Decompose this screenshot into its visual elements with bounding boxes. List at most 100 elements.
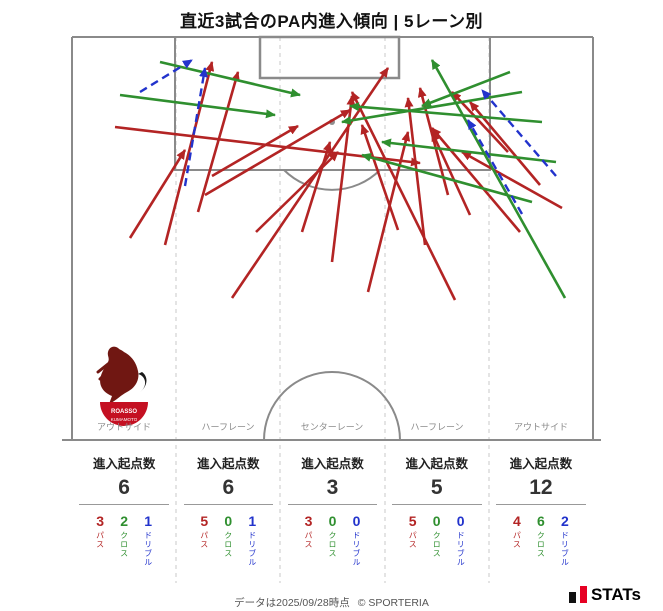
brand-bar-icon-red bbox=[579, 586, 587, 603]
entries-label: 進入起点数 bbox=[301, 457, 364, 471]
dribble-entry-arrow bbox=[139, 58, 193, 94]
divider-line bbox=[183, 504, 274, 506]
entries-count: 12 bbox=[529, 476, 553, 499]
dribble-entry-arrow bbox=[466, 119, 524, 215]
cross-entry-arrow bbox=[430, 59, 567, 299]
dribble-label: ドリブル bbox=[456, 531, 466, 568]
pass-count: 3 bbox=[304, 513, 313, 530]
dribble-label: ドリブル bbox=[352, 531, 361, 568]
cross-count: 0 bbox=[224, 513, 233, 530]
center-circle bbox=[263, 371, 401, 441]
page-title: 直近3試合のPA内進入傾向 | 5レーン別 bbox=[179, 12, 484, 31]
pass-entry-arrow bbox=[350, 91, 457, 301]
cross-count: 0 bbox=[328, 513, 337, 530]
lane-label-half-right: ハーフレーン bbox=[410, 422, 464, 432]
cross-label: クロス bbox=[223, 531, 233, 559]
crest-horse bbox=[100, 346, 139, 404]
pass-metric: 5 パス bbox=[405, 513, 420, 550]
cross-label: クロス bbox=[119, 531, 129, 559]
dribble-count: 0 bbox=[456, 513, 465, 530]
dribble-metric: 1 ドリブル bbox=[141, 513, 156, 568]
crest-club-name-top: ROASSO bbox=[111, 409, 137, 415]
entries-count: 5 bbox=[430, 476, 443, 499]
cross-entry-arrow bbox=[349, 102, 543, 124]
metrics-row: 5 パス 0 クロス 1 ドリブル bbox=[197, 513, 260, 568]
crest-horse-tail bbox=[138, 372, 147, 392]
cross-entry-arrow bbox=[381, 138, 557, 164]
cross-metric: 6 クロス bbox=[533, 513, 548, 559]
cross-entry-arrow bbox=[119, 93, 276, 119]
entries-count: 3 bbox=[326, 476, 339, 499]
pass-count: 5 bbox=[200, 513, 209, 530]
cross-entry-arrow bbox=[341, 90, 523, 125]
divider-line bbox=[79, 504, 169, 506]
metrics-row: 4 パス 6 クロス 2 ドリブル bbox=[509, 513, 572, 568]
cross-count: 0 bbox=[432, 513, 441, 530]
data-date-note: データは2025/09/28時点 bbox=[234, 597, 350, 609]
lane-stat-column: 進入起点数 6 3 パス 2 クロス 1 ドリブル bbox=[72, 444, 176, 567]
cross-count: 6 bbox=[537, 513, 545, 530]
pass-entry-arrow bbox=[461, 150, 563, 210]
dribble-count: 1 bbox=[144, 513, 152, 530]
cross-entry-arrow bbox=[361, 153, 533, 204]
dribble-metric: 0 ドリブル bbox=[453, 513, 468, 568]
metrics-row: 3 パス 0 クロス 0 ドリブル bbox=[301, 513, 364, 568]
entries-label: 進入起点数 bbox=[405, 457, 468, 471]
lane-label-outside-left: アウトサイド bbox=[96, 422, 152, 432]
brand-name: STATs bbox=[590, 584, 641, 604]
pass-metric: 5 パス bbox=[197, 513, 212, 550]
entry-arrows-layer bbox=[114, 58, 567, 301]
footer: データは2025/09/28時点 © SPORTERIA bbox=[0, 595, 663, 610]
pass-entry-arrow bbox=[360, 124, 400, 231]
cross-label: クロス bbox=[328, 531, 337, 559]
pass-metric: 4 パス bbox=[509, 513, 524, 550]
copyright: © SPORTERIA bbox=[357, 597, 429, 609]
cross-label: クロス bbox=[536, 531, 546, 559]
pass-entry-arrow bbox=[230, 67, 390, 299]
club-crest: ROASSO KUMAMOTO bbox=[96, 346, 148, 426]
dribble-metric: 1 ドリブル bbox=[245, 513, 260, 568]
dribble-label: ドリブル bbox=[247, 531, 257, 568]
metrics-row: 3 パス 2 クロス 1 ドリブル bbox=[93, 513, 156, 568]
pass-label: パス bbox=[304, 531, 313, 550]
divider-line bbox=[287, 504, 378, 506]
pass-entry-arrow bbox=[430, 131, 472, 216]
pass-label: パス bbox=[199, 531, 209, 550]
pass-entry-arrow bbox=[404, 97, 427, 246]
dribble-metric: 0 ドリブル bbox=[349, 513, 364, 568]
crest-fan bbox=[100, 402, 148, 426]
pass-entry-arrow bbox=[300, 141, 332, 233]
lane-stat-column: 進入起点数 6 5 パス 0 クロス 1 ドリブル bbox=[176, 444, 280, 567]
crest-club-name-bottom: KUMAMOTO bbox=[111, 417, 138, 422]
dribble-label: ドリブル bbox=[143, 531, 153, 568]
goal-area bbox=[258, 35, 401, 80]
pass-metric: 3 パス bbox=[301, 513, 316, 550]
cross-metric: 0 クロス bbox=[221, 513, 236, 559]
cross-metric: 2 クロス bbox=[117, 513, 132, 559]
cross-label: クロス bbox=[432, 531, 442, 559]
pass-count: 4 bbox=[513, 513, 521, 530]
entries-label: 進入起点数 bbox=[509, 457, 573, 471]
dribble-entry-arrow bbox=[481, 89, 557, 177]
dribble-count: 0 bbox=[352, 513, 361, 530]
lane-stat-column: 進入起点数 12 4 パス 6 クロス 2 ドリブル bbox=[489, 444, 593, 567]
dribble-count: 2 bbox=[561, 513, 569, 530]
pass-label: パス bbox=[512, 531, 522, 550]
dribble-metric: 2 ドリブル bbox=[557, 513, 572, 568]
divider-line bbox=[496, 504, 586, 506]
pass-entry-arrow bbox=[163, 61, 215, 246]
pass-entry-arrow bbox=[211, 124, 299, 178]
pass-label: パス bbox=[408, 531, 418, 550]
pass-label: パス bbox=[95, 531, 105, 550]
pitch-outline bbox=[62, 35, 601, 441]
pass-entry-arrow bbox=[204, 108, 351, 197]
pass-entry-arrow bbox=[366, 131, 411, 293]
dribble-entry-arrow bbox=[183, 67, 208, 187]
dribble-label: ドリブル bbox=[560, 531, 570, 568]
cross-metric: 0 クロス bbox=[429, 513, 444, 559]
lane-label-outside-right: アウトサイド bbox=[513, 422, 569, 432]
pass-entry-arrow bbox=[128, 149, 187, 239]
pass-metric: 3 パス bbox=[93, 513, 108, 550]
